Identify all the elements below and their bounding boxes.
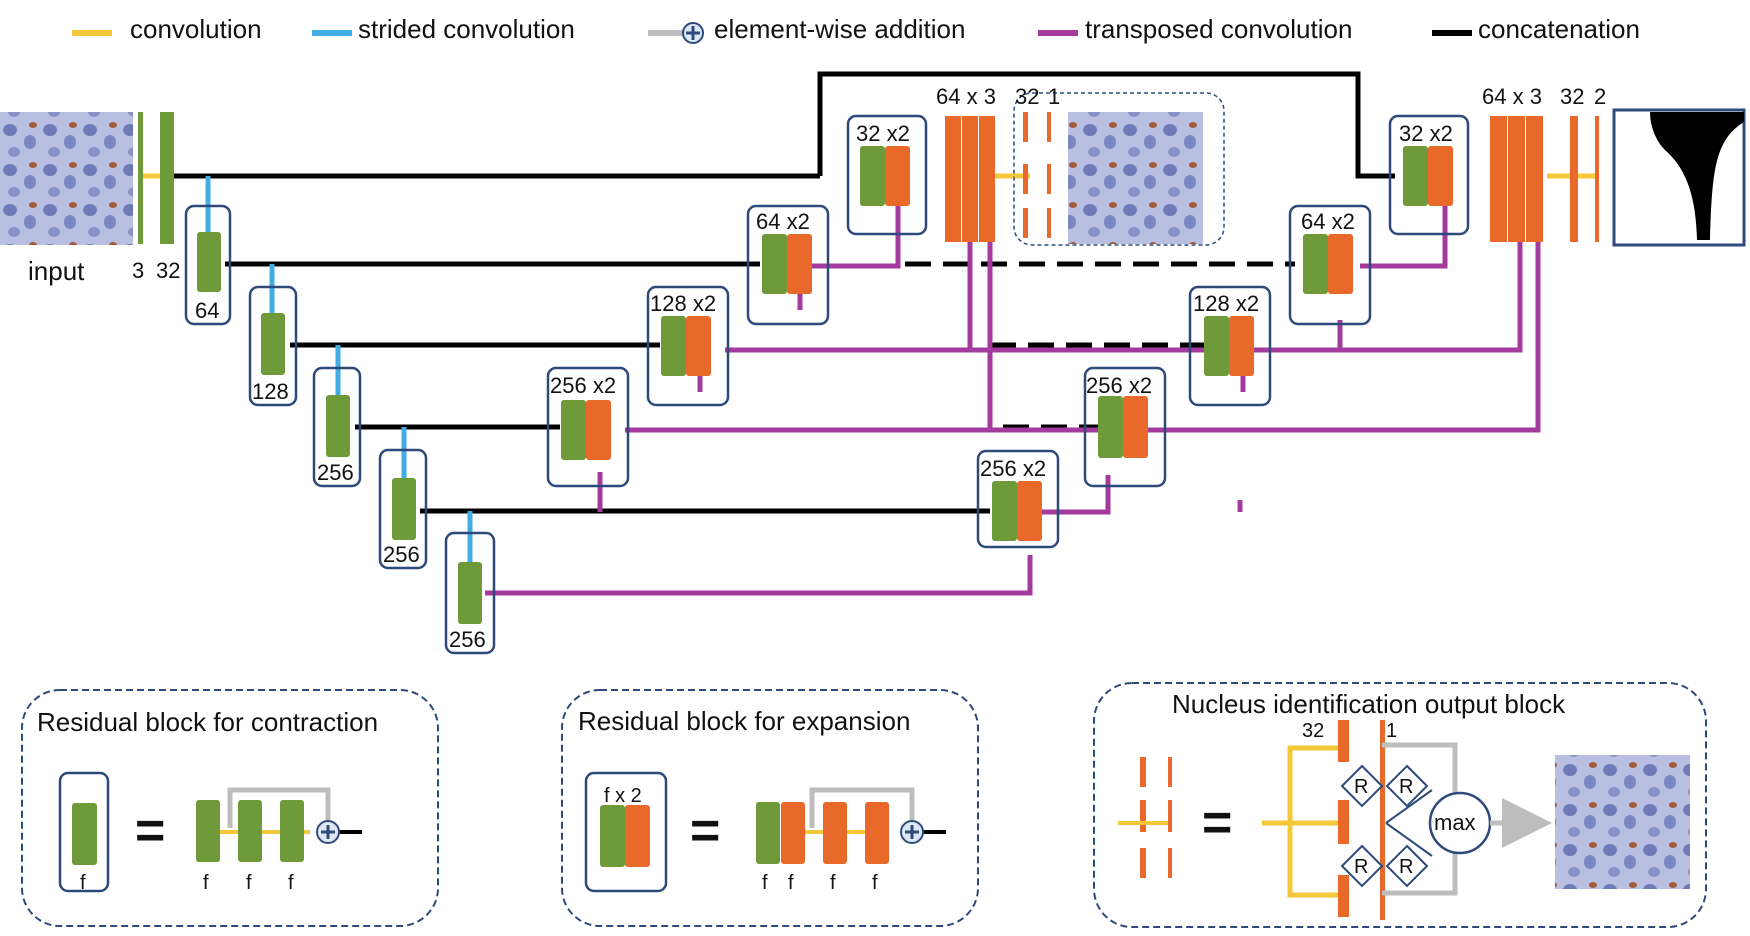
panel-contraction-title: Residual block for contraction	[37, 707, 378, 737]
panel-expansion-equals: =	[690, 802, 720, 860]
expansion-block-64-left: 64 x2	[746, 204, 830, 326]
input-image	[0, 112, 133, 245]
top-head-dashed-box	[1013, 92, 1225, 246]
transposed-links	[485, 206, 1541, 596]
expansion-label-64: 64 x2	[756, 209, 810, 234]
input-channels-3: 3	[132, 258, 144, 283]
right-head-conv-c	[1526, 116, 1543, 242]
encoder-label-256a: 256	[317, 460, 354, 485]
right-head-conv-d	[1570, 116, 1578, 242]
legend-addition-label: element-wise addition	[714, 14, 965, 44]
encoder-block-128: 128	[248, 285, 298, 407]
panel-nucleus-r3: R	[1354, 856, 1368, 878]
panel-expansion: Residual block for expansion f x 2 = f f…	[561, 689, 979, 927]
panel-expansion-f1: f	[762, 872, 768, 894]
expansion-block-64-right: 64 x2	[1288, 204, 1372, 326]
nucleus-output-image	[1555, 755, 1690, 889]
top-head-conv-c	[979, 116, 995, 242]
top-head-label-b: 32	[1015, 84, 1039, 109]
input-label: input	[28, 256, 85, 286]
expansion-block-256b-left: 256 x2	[546, 366, 630, 488]
top-head-output-image	[1068, 112, 1203, 244]
top-output-head: 64 x 3 32 1	[936, 84, 1225, 246]
panel-nucleus-1: 1	[1386, 720, 1397, 742]
top-head-conv-a	[945, 116, 961, 242]
input-conv-32	[160, 112, 174, 244]
panel-expansion-title: Residual block for expansion	[578, 706, 910, 736]
legend: convolution strided convolution element-…	[72, 14, 1640, 44]
legend-plus-icon	[682, 22, 704, 44]
expansion-label-256a: 256 x2	[980, 456, 1046, 481]
panel-contraction-f1: f	[203, 872, 209, 894]
right-head-conv-a	[1490, 116, 1507, 242]
right-head-conv-b	[1508, 116, 1525, 242]
expansion-label-256b-right: 256 x2	[1086, 373, 1152, 398]
panel-expansion-plus-icon	[900, 820, 924, 844]
input-channels-32: 32	[156, 258, 180, 283]
panel-nucleus: Nucleus identification output block = 32…	[1093, 682, 1707, 928]
right-head-label-c: 2	[1594, 84, 1606, 109]
panel-expansion-fx2: f x 2	[604, 785, 642, 807]
right-head-label-a: 64 x 3	[1482, 84, 1542, 109]
panel-nucleus-r2: R	[1399, 776, 1413, 798]
decoder-left: 256 x2 256 x2 128 x2 64 x2 32 x2	[546, 114, 1060, 549]
encoder-label-128: 128	[252, 379, 289, 404]
panel-nucleus-r4: R	[1399, 856, 1413, 878]
expansion-block-256b-right: 256 x2	[1083, 366, 1167, 488]
expansion-label-32: 32 x2	[856, 121, 910, 146]
legend-convolution-label: convolution	[130, 14, 262, 44]
panel-nucleus-equals: =	[1202, 794, 1232, 852]
expansion-block-256a: 256 x2	[976, 449, 1060, 549]
expansion-label-128-right: 128 x2	[1193, 291, 1259, 316]
encoder-block-64: 64	[184, 204, 232, 326]
panel-nucleus-max: max	[1434, 810, 1476, 835]
expansion-block-32-right: 32 x2	[1388, 114, 1470, 236]
expansion-label-32-right: 32 x2	[1399, 121, 1453, 146]
expansion-block-128-right: 128 x2	[1188, 285, 1272, 407]
right-output-head: 64 x 3 32 2	[1482, 84, 1746, 247]
top-head-conv-b	[962, 116, 978, 242]
encoder-blocks: 64 128 256 256 256	[184, 204, 496, 655]
panel-expansion-f4: f	[872, 872, 878, 894]
concat-lines	[168, 71, 1395, 514]
input-conv-3	[138, 112, 143, 244]
encoder-label-256c: 256	[449, 627, 486, 652]
expansion-label-64-right: 64 x2	[1301, 209, 1355, 234]
panel-contraction-plus-icon	[316, 820, 340, 844]
right-head-label-b: 32	[1560, 84, 1584, 109]
panel-expansion-f2: f	[788, 872, 794, 894]
panel-contraction-f: f	[80, 872, 86, 894]
encoder-block-256c: 256	[444, 531, 496, 655]
top-head-label-a: 64 x 3	[936, 84, 996, 109]
expansion-block-32-left: 32 x2	[846, 114, 928, 236]
expansion-label-256b: 256 x2	[550, 373, 616, 398]
segmentation-mask	[1650, 112, 1744, 240]
panel-contraction-equals: =	[135, 802, 165, 860]
rotation-diamonds	[1340, 764, 1433, 888]
legend-concat-label: concatenation	[1478, 14, 1640, 44]
panel-nucleus-32: 32	[1302, 720, 1324, 742]
legend-transposed-label: transposed convolution	[1085, 14, 1352, 44]
encoder-label-64: 64	[195, 298, 219, 323]
expansion-block-128-left: 128 x2	[646, 285, 730, 407]
top-head-label-c: 1	[1048, 84, 1060, 109]
encoder-block-256a: 256	[312, 366, 362, 488]
strided-links	[205, 176, 473, 565]
panel-nucleus-r1: R	[1354, 776, 1368, 798]
legend-strided-label: strided convolution	[358, 14, 575, 44]
encoder-label-256b: 256	[383, 542, 420, 567]
panel-contraction: Residual block for contraction f = f f f	[21, 689, 439, 927]
decoder-right: 256 x2 128 x2 64 x2 32 x2	[1083, 114, 1470, 488]
panel-contraction-f2: f	[246, 872, 252, 894]
right-head-conv-e	[1595, 116, 1599, 242]
input-stage: input 3 32	[0, 112, 180, 286]
encoder-block-256b: 256	[378, 448, 428, 570]
panel-nucleus-title: Nucleus identification output block	[1172, 689, 1566, 719]
panel-contraction-f3: f	[288, 872, 294, 894]
expansion-label-128: 128 x2	[650, 291, 716, 316]
panel-expansion-f3: f	[830, 872, 836, 894]
